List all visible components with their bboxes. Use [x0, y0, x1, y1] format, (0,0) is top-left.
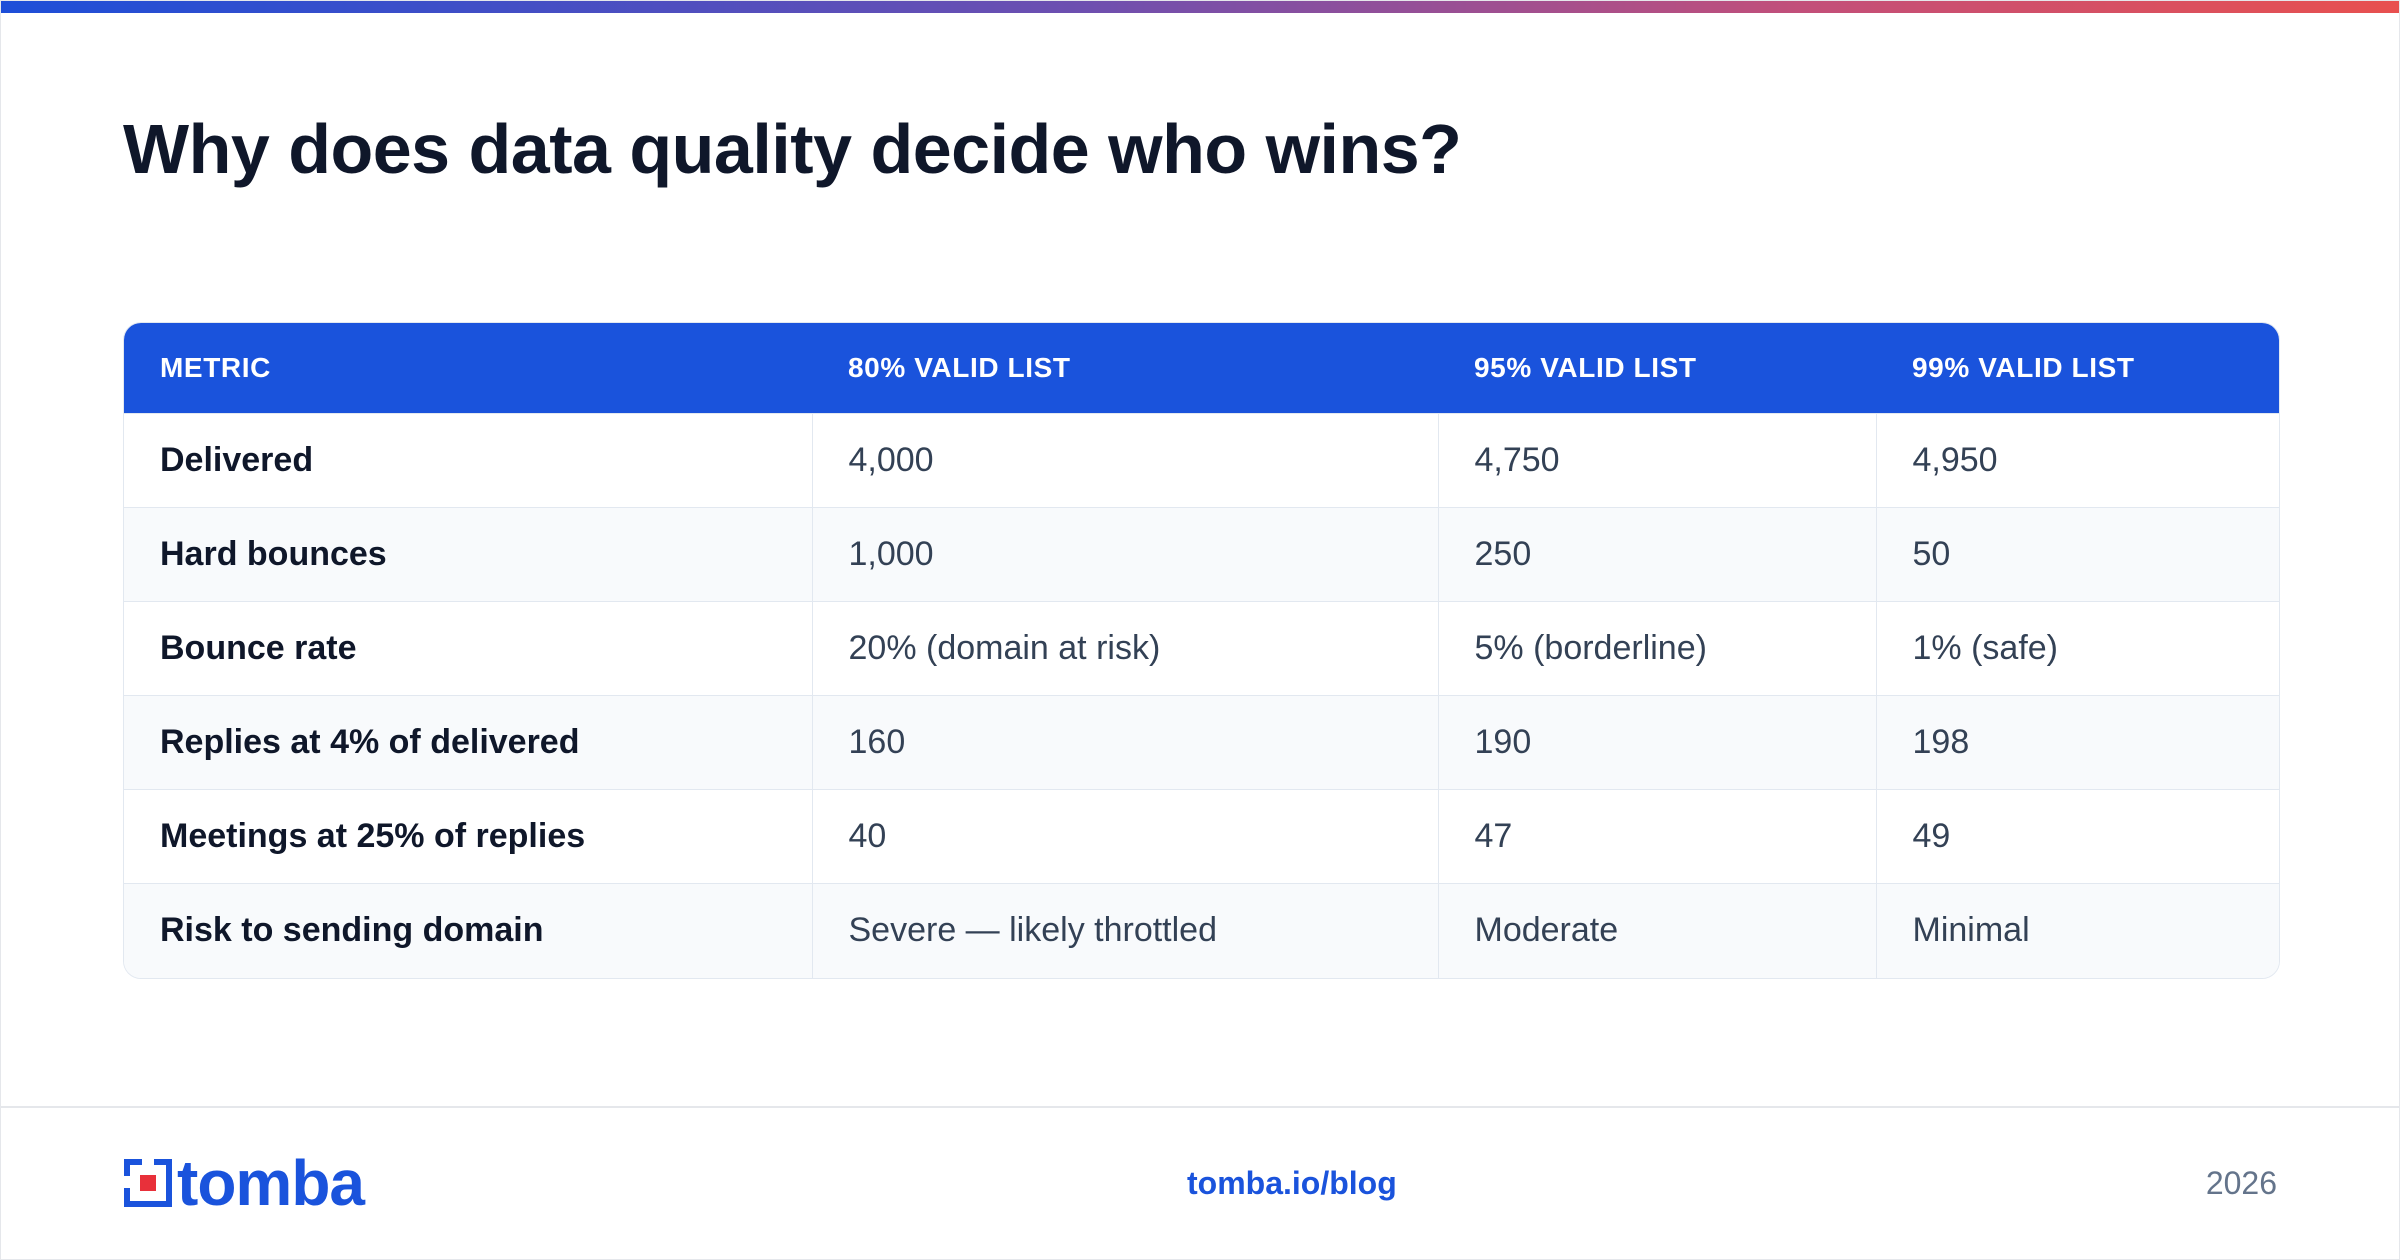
table-row: Hard bounces 1,000 250 50	[124, 507, 2279, 602]
gradient-top-bar	[1, 1, 2399, 13]
table-row: Risk to sending domain Severe — likely t…	[124, 883, 2279, 978]
row-metric-label: Delivered	[124, 413, 812, 508]
logo-wordmark: tomba	[177, 1147, 365, 1219]
table-cell: Minimal	[1875, 883, 2279, 978]
table-row: Delivered 4,000 4,750 4,950	[124, 413, 2279, 508]
table-cell: 50	[1875, 507, 2279, 602]
header-metric: METRIC	[160, 352, 271, 383]
table-cell: 1,000	[811, 507, 1438, 602]
table-cell: 20% (domain at risk)	[811, 601, 1438, 696]
table-row: Meetings at 25% of replies 40 47 49	[124, 789, 2279, 884]
row-metric-label: Meetings at 25% of replies	[124, 789, 812, 884]
row-metric-label: Risk to sending domain	[124, 883, 812, 978]
table-cell: 47	[1437, 789, 1876, 884]
table-cell: 4,950	[1875, 413, 2279, 508]
table-cell: 4,750	[1437, 413, 1876, 508]
table-cell: 5% (borderline)	[1437, 601, 1876, 696]
footer-divider	[1, 1106, 2399, 1108]
table-cell: 4,000	[811, 413, 1438, 508]
tomba-logo[interactable]: tomba	[123, 1147, 365, 1219]
header-99-valid: 99% VALID LIST	[1912, 352, 2135, 383]
table-cell: Moderate	[1437, 883, 1876, 978]
table-cell: 160	[811, 695, 1438, 790]
table-cell: 49	[1875, 789, 2279, 884]
table-cell: Severe — likely throttled	[811, 883, 1438, 978]
page-title: Why does data quality decide who wins?	[123, 110, 1462, 188]
header-95-valid: 95% VALID LIST	[1474, 352, 1697, 383]
blog-link[interactable]: tomba.io/blog	[1187, 1165, 1397, 1201]
table-cell: 190	[1437, 695, 1876, 790]
table-row: Bounce rate 20% (domain at risk) 5% (bor…	[124, 601, 2279, 696]
row-metric-label: Hard bounces	[124, 507, 812, 602]
table-row: Replies at 4% of delivered 160 190 198	[124, 695, 2279, 790]
row-metric-label: Bounce rate	[124, 601, 812, 696]
table-header-row: METRIC 80% VALID LIST 95% VALID LIST 99%…	[124, 323, 2279, 414]
header-80-valid: 80% VALID LIST	[848, 352, 1071, 383]
table-cell: 40	[811, 789, 1438, 884]
year-label: 2026	[2205, 1165, 2277, 1201]
table-cell: 250	[1437, 507, 1876, 602]
row-metric-label: Replies at 4% of delivered	[124, 695, 812, 790]
comparison-table: METRIC 80% VALID LIST 95% VALID LIST 99%…	[123, 322, 2280, 979]
table-cell: 198	[1875, 695, 2279, 790]
table-cell: 1% (safe)	[1875, 601, 2279, 696]
tomba-logo-icon	[123, 1158, 172, 1207]
